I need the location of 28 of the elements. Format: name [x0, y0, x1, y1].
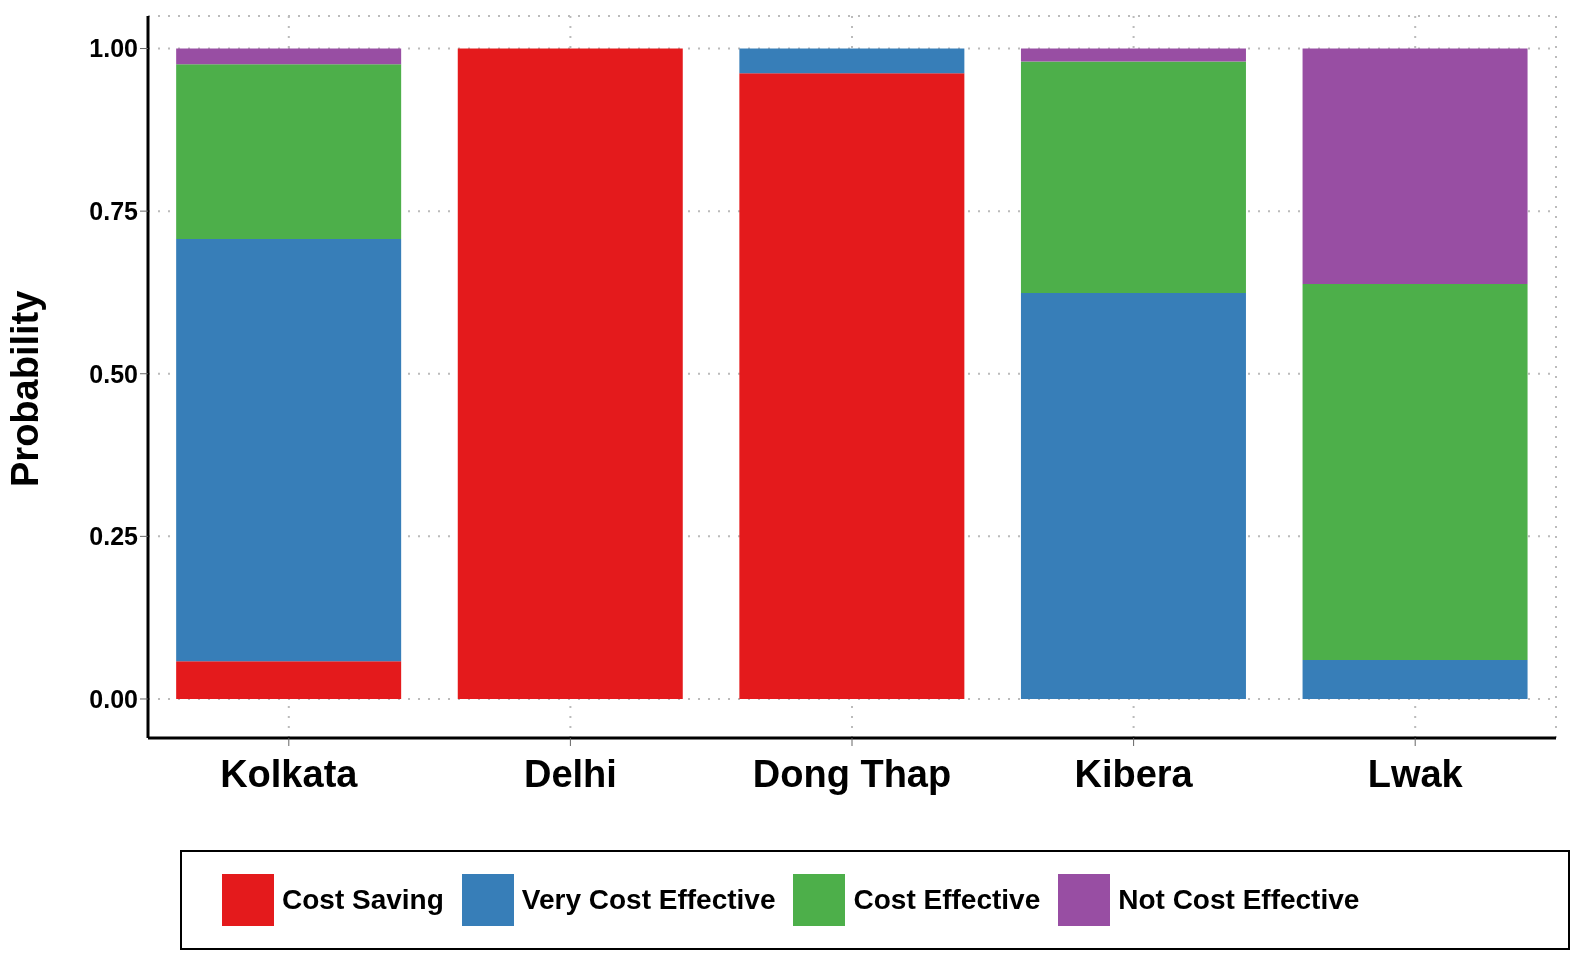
- bar: [1302, 659, 1528, 699]
- x-tick-label: Kibera: [1074, 752, 1194, 795]
- y-tick-label: 0.75: [89, 197, 139, 226]
- legend-label: Cost Saving: [282, 884, 444, 916]
- bar: [1020, 61, 1246, 294]
- x-tick-label: Kolkata: [220, 752, 359, 795]
- legend-label: Not Cost Effective: [1118, 884, 1360, 916]
- bar: [1020, 293, 1246, 699]
- bar: [1302, 283, 1528, 660]
- y-tick-label: 0.50: [89, 359, 138, 388]
- x-tick-label: Dong Thap: [752, 752, 952, 795]
- bar: [176, 661, 402, 699]
- bar: [1020, 48, 1246, 62]
- bar: [739, 73, 965, 699]
- bar: [176, 239, 402, 662]
- x-tick-label: Delhi: [523, 752, 617, 795]
- bar: [176, 64, 402, 240]
- x-tick-label: Lwak: [1367, 752, 1464, 795]
- bar: [457, 48, 683, 699]
- legend-label: Cost Effective: [853, 884, 1041, 916]
- y-tick-label: 0.00: [89, 684, 138, 713]
- legend-label: Very Cost Effective: [521, 884, 776, 916]
- y-tick-label: 1.00: [89, 34, 138, 63]
- y-axis-title: Probability: [4, 290, 47, 487]
- bar: [739, 48, 965, 74]
- y-tick-label: 0.25: [89, 522, 139, 551]
- bar: [1302, 48, 1528, 284]
- bar: [176, 48, 402, 65]
